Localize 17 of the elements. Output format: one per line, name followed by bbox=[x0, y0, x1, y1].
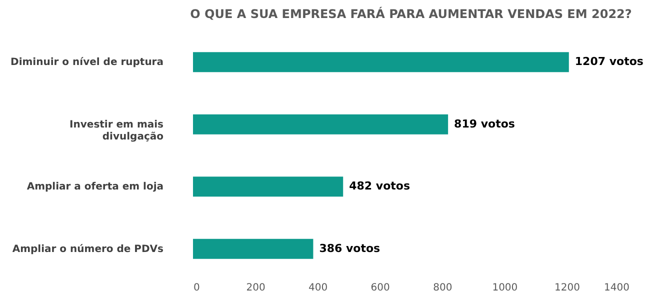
data-label: 1207 votos bbox=[574, 55, 644, 68]
x-tick-label: 0 bbox=[194, 282, 200, 294]
x-tick-label: 1400 bbox=[604, 282, 630, 294]
x-tick-label: 1200 bbox=[554, 282, 580, 294]
data-label: 819 votos bbox=[454, 117, 516, 130]
chart-title: O QUE A SUA EMPRESA FARÁ PARA AUMENTAR VENDAS EM 2022? bbox=[190, 6, 632, 21]
x-tick-label: 400 bbox=[308, 282, 328, 294]
data-label: 482 votos bbox=[349, 180, 410, 193]
x-tick-label: 200 bbox=[246, 282, 266, 294]
x-tick-label: 1000 bbox=[492, 282, 518, 294]
data-label: 386 votos bbox=[319, 242, 381, 255]
y-tick-label: Ampliar a oferta em loja bbox=[26, 182, 164, 193]
x-tick-label: 800 bbox=[433, 282, 452, 294]
x-tick-label: 600 bbox=[370, 282, 390, 294]
y-tick-label: Ampliar o número de PDVs bbox=[12, 244, 164, 255]
y-tick-label: Diminuir o nível de ruptura bbox=[10, 57, 164, 68]
y-tick-label: Investir em mais divulgação bbox=[70, 119, 164, 142]
